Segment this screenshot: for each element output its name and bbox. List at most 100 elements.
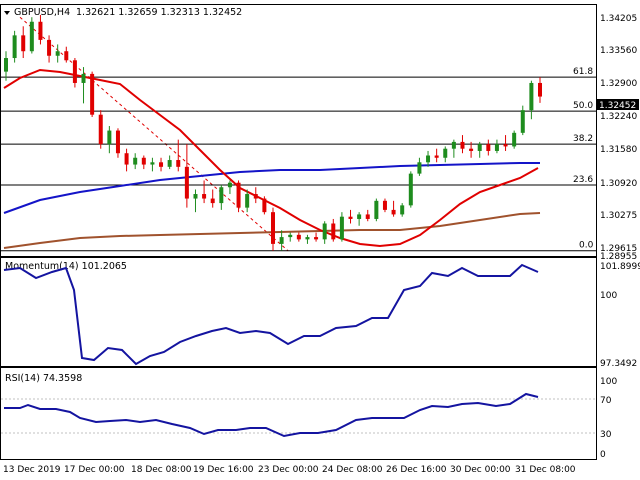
- price-axis-label: 1.32900: [600, 79, 637, 89]
- candle-body[interactable]: [296, 234, 301, 240]
- candle-body[interactable]: [141, 157, 146, 165]
- candle-body[interactable]: [12, 35, 17, 59]
- candle-body[interactable]: [167, 160, 172, 167]
- collapse-triangle-icon[interactable]: [4, 11, 10, 15]
- moving-average-mid: [3, 162, 540, 214]
- momentum-axis-label: 97.3492: [600, 359, 637, 369]
- candle-body[interactable]: [339, 216, 344, 240]
- price-axis-label: 1.28955: [600, 252, 637, 262]
- candle-body[interactable]: [90, 73, 95, 115]
- candle-body[interactable]: [227, 182, 232, 188]
- ohlc-readout: 1.32621 1.32659 1.32313 1.32452: [76, 7, 242, 18]
- candle-body[interactable]: [4, 58, 8, 72]
- candle-body[interactable]: [219, 187, 224, 204]
- candle-body[interactable]: [38, 21, 43, 40]
- candle-body[interactable]: [193, 194, 198, 199]
- candle-body[interactable]: [184, 166, 189, 199]
- candle-body[interactable]: [357, 214, 362, 219]
- momentum-panel-frame: [0, 257, 597, 367]
- current-price-label: 1.32452: [599, 101, 636, 111]
- candle-body[interactable]: [469, 148, 474, 151]
- candle-body[interactable]: [236, 182, 241, 208]
- candle-body[interactable]: [64, 51, 69, 61]
- candle-body[interactable]: [21, 35, 26, 52]
- candle-body[interactable]: [314, 237, 319, 240]
- rsi-label: RSI(14) 74.3598: [5, 373, 82, 384]
- candle-body[interactable]: [253, 194, 258, 199]
- time-axis-label: 19 Dec 16:00: [193, 465, 254, 475]
- candle-body[interactable]: [382, 200, 387, 210]
- candle-body[interactable]: [202, 194, 207, 199]
- fib-level-label: 61.8: [573, 67, 593, 77]
- candle-body[interactable]: [477, 144, 482, 151]
- candle-body[interactable]: [512, 132, 517, 147]
- candle-body[interactable]: [262, 198, 267, 213]
- time-axis-label: 30 Dec 00:00: [450, 465, 511, 475]
- candle-body[interactable]: [150, 162, 155, 165]
- candle-body[interactable]: [245, 194, 250, 208]
- candle-body[interactable]: [417, 162, 422, 174]
- moving-average-fast: [3, 68, 539, 248]
- time-axis-label: 13 Dec 2019: [3, 465, 61, 475]
- candle-body[interactable]: [365, 214, 370, 219]
- rsi-axis-label: 0: [600, 450, 606, 460]
- fib-level-label: 50.0: [573, 101, 593, 111]
- candle-body[interactable]: [159, 162, 164, 167]
- candle-body[interactable]: [408, 173, 413, 206]
- candle-body[interactable]: [391, 209, 396, 215]
- candle-body[interactable]: [124, 153, 129, 165]
- candlestick-series[interactable]: [4, 14, 542, 251]
- momentum-panel[interactable]: Momentum(14) 101.2065 101.8999 100 97.34…: [3, 261, 640, 369]
- candle-body[interactable]: [288, 234, 293, 238]
- candle-body[interactable]: [503, 144, 508, 147]
- fib-level-label: 38.2: [573, 134, 593, 144]
- candle-body[interactable]: [29, 21, 34, 52]
- candle-body[interactable]: [176, 160, 181, 167]
- candle-body[interactable]: [98, 114, 103, 145]
- current-price-tag: 1.32452: [597, 99, 639, 111]
- candle-body[interactable]: [451, 141, 456, 149]
- main-panel-frame: [0, 4, 597, 257]
- candle-body[interactable]: [434, 155, 439, 158]
- fib-level-label: 23.6: [573, 175, 593, 185]
- candle-body[interactable]: [72, 60, 77, 83]
- candle-body[interactable]: [47, 39, 52, 56]
- price-tag-background: [597, 99, 639, 110]
- rsi-line: [4, 392, 539, 438]
- candle-body[interactable]: [443, 148, 448, 158]
- rsi-axis-label: 70: [600, 396, 612, 406]
- candle-body[interactable]: [331, 223, 336, 240]
- candle-body[interactable]: [107, 130, 112, 145]
- candle-body[interactable]: [210, 198, 215, 204]
- candle-body[interactable]: [81, 73, 86, 83]
- candle-body[interactable]: [305, 237, 310, 240]
- price-axis: 1.34205 1.33560 1.32900 1.32240 1.31580 …: [600, 14, 637, 262]
- candle-body[interactable]: [426, 155, 431, 163]
- candle-body[interactable]: [322, 223, 327, 240]
- candle-body[interactable]: [400, 205, 405, 215]
- price-axis-label: 1.29615: [600, 244, 637, 254]
- candle-body[interactable]: [494, 144, 499, 151]
- candle-body[interactable]: [348, 216, 353, 219]
- candle-body[interactable]: [279, 237, 284, 244]
- candle-body[interactable]: [133, 157, 138, 165]
- momentum-axis-label: 101.8999: [600, 262, 640, 272]
- candle-body[interactable]: [529, 82, 534, 111]
- time-axis: 13 Dec 2019 17 Dec 00:00 18 Dec 08:00 19…: [3, 465, 576, 475]
- rsi-panel[interactable]: RSI(14) 74.3598 100 70 30 0: [1, 373, 617, 460]
- candle-body[interactable]: [520, 110, 525, 133]
- fib-level-label: 0.0: [579, 241, 594, 251]
- price-axis-label: 1.30275: [600, 211, 637, 221]
- candle-body[interactable]: [374, 200, 379, 219]
- candle-body[interactable]: [486, 144, 491, 151]
- candle-body[interactable]: [538, 82, 542, 97]
- candle-body[interactable]: [271, 212, 275, 244]
- candle-body[interactable]: [460, 141, 465, 149]
- candle-body[interactable]: [55, 51, 60, 56]
- candle-body[interactable]: [115, 130, 120, 154]
- fib-trend-line[interactable]: [19, 16, 289, 252]
- rsi-panel-frame: [0, 367, 597, 460]
- price-axis-label: 1.32240: [600, 112, 637, 122]
